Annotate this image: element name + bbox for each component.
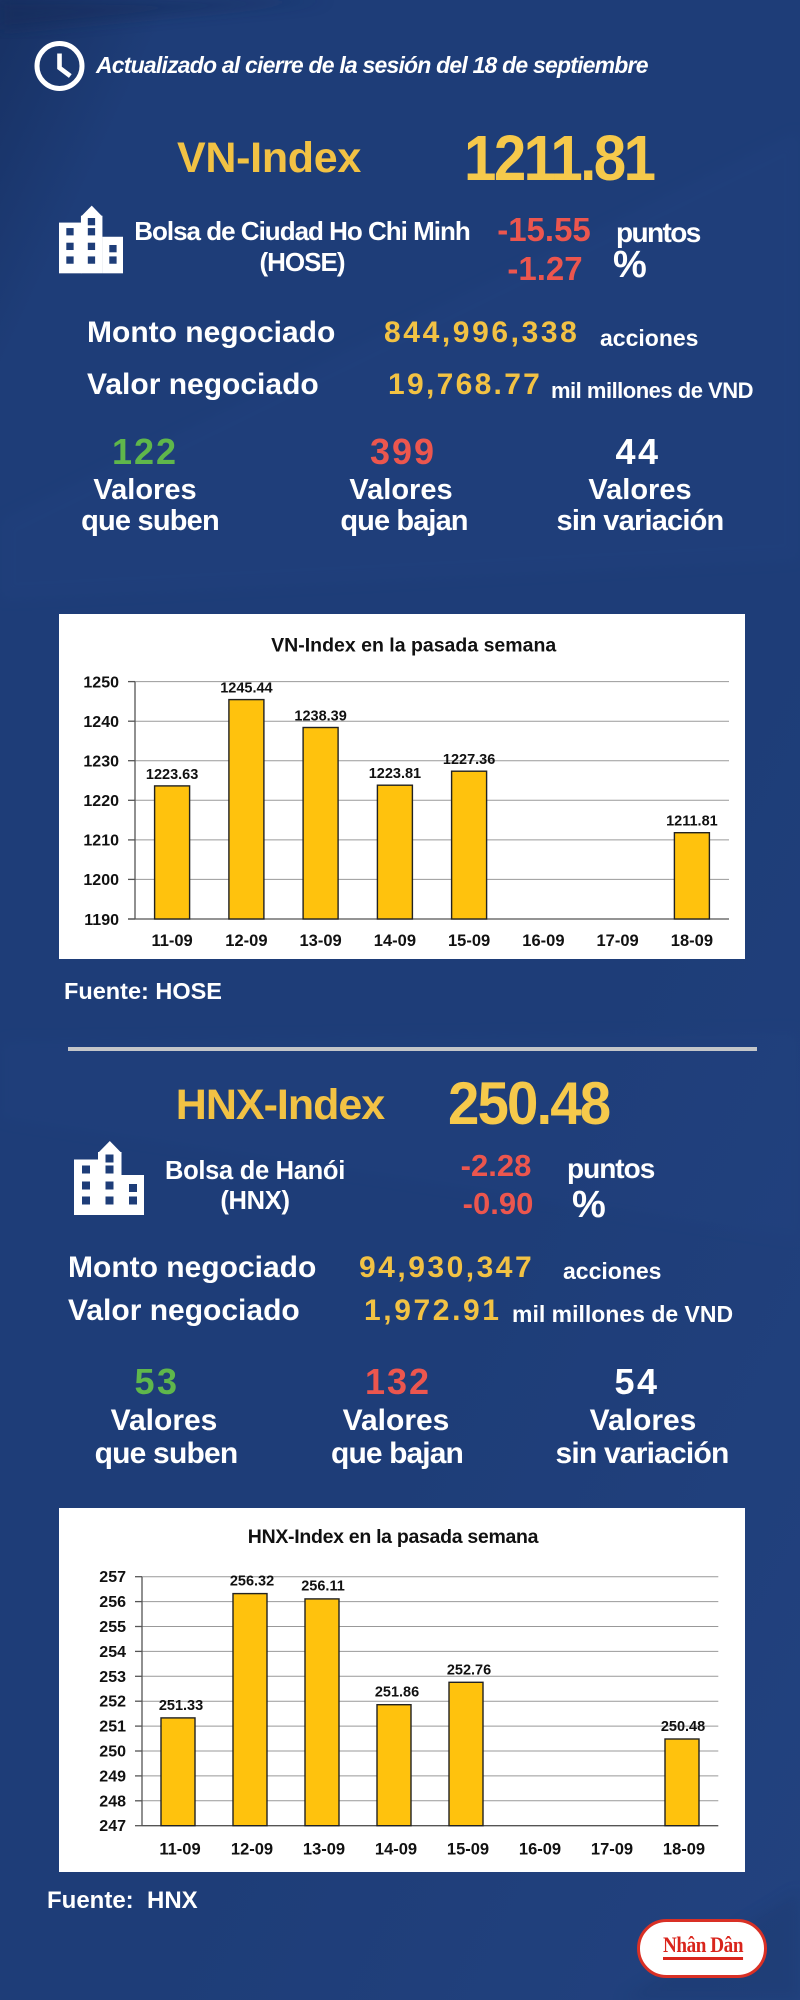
svg-text:1230: 1230 <box>83 754 119 771</box>
svg-text:1227.36: 1227.36 <box>443 752 495 768</box>
svg-text:256.11: 256.11 <box>301 1578 345 1594</box>
svg-text:VN-Index en la pasada semana: VN-Index en la pasada semana <box>271 634 556 656</box>
svg-text:1210: 1210 <box>83 833 119 850</box>
svg-text:1240: 1240 <box>83 714 119 731</box>
svg-text:256: 256 <box>99 1594 126 1611</box>
svg-text:12-09: 12-09 <box>225 932 267 950</box>
svg-text:250: 250 <box>99 1744 126 1761</box>
svg-text:251.86: 251.86 <box>375 1685 419 1701</box>
svg-text:17-09: 17-09 <box>591 1840 633 1858</box>
svg-text:257: 257 <box>99 1569 126 1586</box>
svg-text:256.32: 256.32 <box>230 1574 274 1590</box>
svg-text:255: 255 <box>99 1619 126 1636</box>
svg-text:254: 254 <box>99 1644 126 1661</box>
svg-text:14-09: 14-09 <box>375 1840 417 1858</box>
svg-text:251.33: 251.33 <box>159 1698 203 1714</box>
svg-text:1238.39: 1238.39 <box>294 708 346 724</box>
svg-text:1245.44: 1245.44 <box>220 681 272 697</box>
svg-text:251: 251 <box>99 1719 126 1736</box>
svg-text:13-09: 13-09 <box>299 932 341 950</box>
svg-text:18-09: 18-09 <box>663 1840 705 1858</box>
svg-text:1190: 1190 <box>84 912 119 929</box>
svg-text:252: 252 <box>99 1694 126 1711</box>
svg-text:HNX-Index en la pasada semana: HNX-Index en la pasada semana <box>248 1526 539 1548</box>
svg-text:1223.63: 1223.63 <box>146 767 198 783</box>
svg-text:15-09: 15-09 <box>447 1840 489 1858</box>
svg-text:17-09: 17-09 <box>596 932 638 950</box>
svg-text:1200: 1200 <box>83 872 119 889</box>
svg-text:248: 248 <box>99 1793 126 1810</box>
svg-text:252.76: 252.76 <box>447 1662 491 1678</box>
svg-text:1211.81: 1211.81 <box>666 814 718 830</box>
svg-text:11-09: 11-09 <box>159 1840 200 1858</box>
svg-text:18-09: 18-09 <box>671 932 713 950</box>
svg-text:11-09: 11-09 <box>151 932 192 950</box>
svg-text:250.48: 250.48 <box>661 1719 705 1735</box>
svg-text:1220: 1220 <box>83 793 119 810</box>
svg-text:14-09: 14-09 <box>374 932 416 950</box>
svg-text:1223.81: 1223.81 <box>369 766 421 782</box>
svg-text:249: 249 <box>99 1768 126 1785</box>
svg-text:16-09: 16-09 <box>522 932 564 950</box>
svg-text:15-09: 15-09 <box>448 932 490 950</box>
svg-text:1250: 1250 <box>83 674 119 691</box>
svg-text:16-09: 16-09 <box>519 1840 561 1858</box>
svg-text:13-09: 13-09 <box>303 1840 345 1858</box>
svg-text:253: 253 <box>99 1669 126 1686</box>
svg-text:247: 247 <box>99 1818 126 1835</box>
svg-text:12-09: 12-09 <box>231 1840 273 1858</box>
